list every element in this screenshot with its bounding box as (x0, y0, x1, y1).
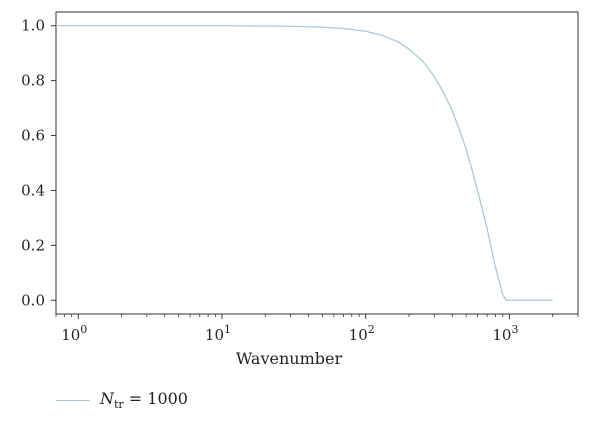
x-tick-label: 100 (61, 323, 87, 344)
y-tick-label: 0.2 (21, 236, 45, 254)
legend-line-swatch (56, 399, 90, 401)
legend-label-main: N (100, 388, 114, 408)
series-line (56, 25, 553, 301)
x-axis-label: Wavenumber (236, 349, 343, 368)
legend-label-rest: = 1000 (123, 388, 188, 408)
legend-label: Ntr = 1000 (100, 389, 188, 411)
legend-label-sub: tr (114, 398, 124, 412)
x-tick-label: 101 (205, 323, 231, 344)
y-tick-label: 0.0 (21, 291, 45, 309)
x-tick-label: 103 (492, 323, 518, 344)
y-tick-label: 0.6 (21, 127, 45, 145)
line-chart: 0.0 0.2 0.4 0.6 0.8 1.0 100 101 102 103 Wavenumber (21, 11, 579, 368)
y-tick-label: 1.0 (21, 17, 45, 35)
plot-frame (55, 11, 579, 315)
y-tick-label: 0.8 (21, 72, 45, 90)
x-tick-label: 102 (349, 323, 375, 344)
legend: Ntr = 1000 (56, 388, 188, 412)
y-tick-label: 0.4 (21, 181, 45, 199)
